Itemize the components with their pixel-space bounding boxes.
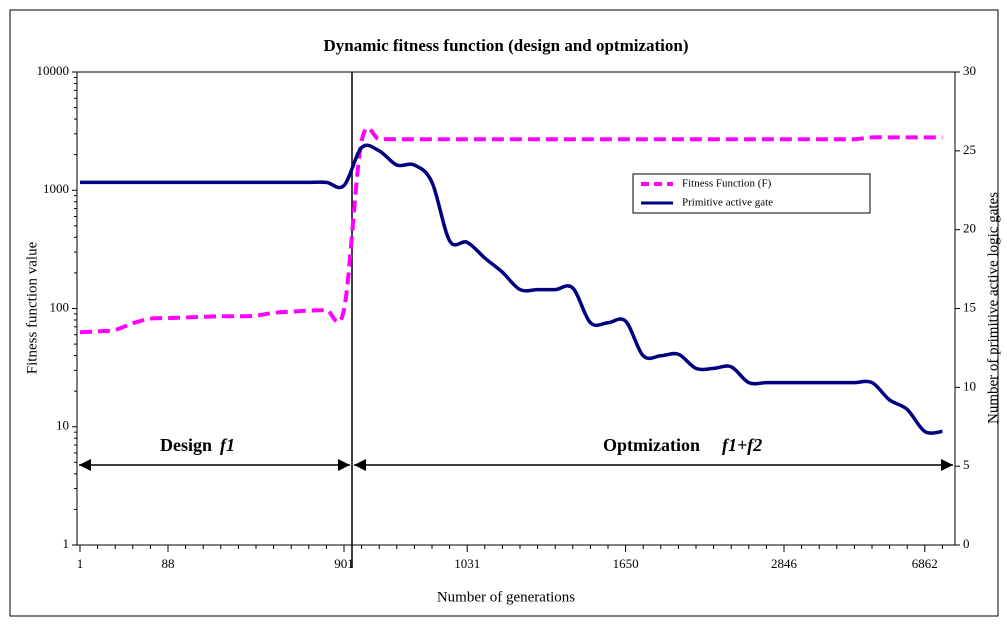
x-tick-label: 1650 [613, 556, 639, 571]
x-tick-label: 1 [77, 556, 84, 571]
legend-label: Fitness Function (F) [682, 178, 772, 190]
y-axis-title: Fitness function value [24, 241, 40, 374]
y-tick-label: 1000 [43, 181, 69, 196]
y-tick-label: 1 [63, 536, 70, 551]
chart-title: Dynamic fitness function (design and opt… [323, 36, 688, 55]
y-tick-label: 10000 [37, 63, 70, 78]
x-axis-title: Number of generations [437, 589, 575, 605]
x-tick-label: 1031 [454, 556, 480, 571]
legend [632, 173, 871, 214]
series-line [79, 126, 943, 335]
y-tick-label: 100 [50, 299, 70, 314]
annotation: f1+f2 [722, 435, 762, 455]
x-tick-label: 2846 [771, 556, 798, 571]
annotation: Optmization [603, 435, 700, 455]
x-tick-label: 6862 [912, 556, 938, 571]
y2-tick-label: 20 [963, 221, 976, 236]
series-line [80, 143, 943, 435]
y2-tick-label: 0 [963, 536, 970, 551]
y-tick-label: 10 [56, 418, 69, 433]
annotation: Design [160, 435, 212, 455]
y2-axis-title: Number of primitive active logic gates [985, 192, 1001, 424]
y2-tick-label: 15 [963, 299, 976, 314]
y2-tick-label: 5 [963, 457, 970, 472]
legend-label: Primitive active gate [682, 197, 773, 209]
y2-tick-label: 10 [963, 378, 976, 393]
y2-tick-label: 30 [963, 63, 976, 78]
annotation: f1 [220, 435, 235, 455]
x-tick-label: 88 [162, 556, 175, 571]
y2-tick-label: 25 [963, 142, 976, 157]
x-tick-label: 901 [334, 556, 354, 571]
frame [9, 9, 999, 617]
